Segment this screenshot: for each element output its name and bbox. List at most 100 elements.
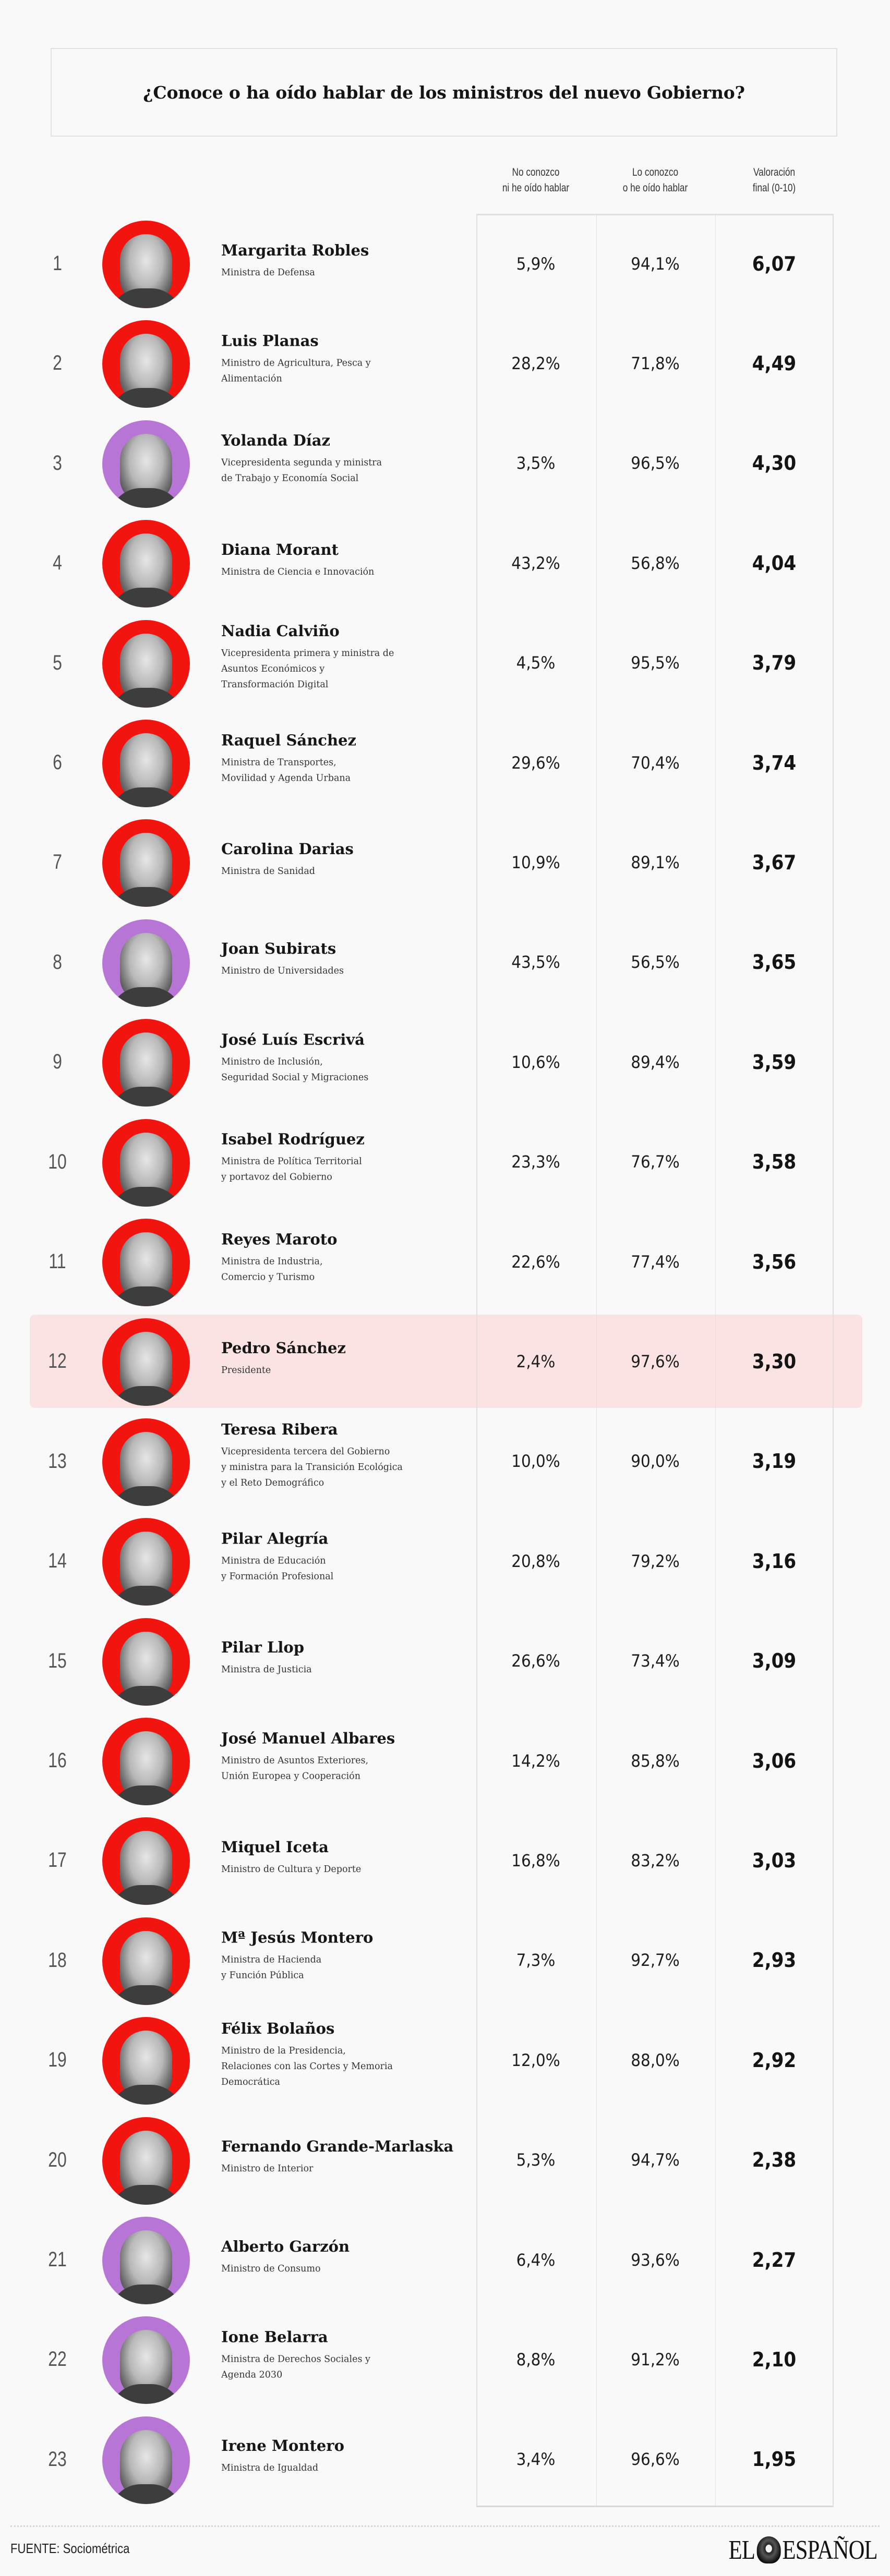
minister-row: 22 Ione Belarra Ministra de Derechos Soc… (0, 2310, 890, 2409)
minister-name: Alberto Garzón (221, 2237, 350, 2255)
known-percent: 91,2% (631, 2349, 680, 2370)
known-percent: 76,7% (631, 1152, 680, 1172)
final-score: 3,65 (752, 951, 797, 974)
minister-name: Carolina Darias (221, 840, 354, 858)
unknown-percent: 23,3% (511, 1152, 560, 1172)
minister-row: 19 Félix Bolaños Ministro de la Presiden… (0, 2010, 890, 2110)
rank-number: 23 (48, 2447, 67, 2471)
portrait-shoulders (110, 987, 183, 1007)
minister-info: Mª Jesús Montero Ministra de Hacienda y … (221, 1911, 472, 2010)
minister-role: Ministra de Ciencia e Innovación (221, 566, 375, 577)
minister-row: 15 Pilar Llop Ministra de Justicia 26,6%… (0, 1611, 890, 1711)
known-percent: 95,5% (631, 653, 680, 673)
column-header-line: o he oído hablar (622, 182, 688, 194)
minister-avatar (102, 1618, 190, 1706)
known-percent: 90,0% (631, 1451, 680, 1472)
lion-emblem-icon (756, 2536, 781, 2563)
minister-avatar (102, 520, 190, 608)
minister-role: Ministro de Universidades (221, 966, 344, 977)
rank-number: 11 (49, 1250, 66, 1273)
rank-number: 16 (48, 1749, 67, 1772)
rank-number: 12 (48, 1350, 67, 1373)
minister-info: Teresa Ribera Vicepresidenta tercera del… (221, 1412, 472, 1511)
minister-name: Fernando Grande-Marlaska (221, 2137, 454, 2156)
minister-name: Luis Planas (221, 332, 319, 350)
column-header-line: Lo conozco (632, 166, 679, 178)
known-percent: 94,1% (631, 253, 680, 274)
minister-avatar (102, 1119, 190, 1207)
minister-role: Ministra de Hacienda y Función Pública (221, 1954, 322, 1981)
minister-avatar (102, 1817, 190, 1905)
rank-number: 22 (48, 2348, 67, 2371)
minister-info: Joan Subirats Ministro de Universidades (221, 913, 472, 1012)
known-percent: 88,0% (631, 2050, 680, 2070)
portrait-shoulders (110, 488, 183, 508)
known-percent: 93,6% (631, 2250, 680, 2270)
minister-name: Irene Montero (221, 2437, 344, 2455)
minister-avatar (102, 1718, 190, 1805)
unknown-percent: 10,6% (511, 1052, 560, 1072)
minister-info: Margarita Robles Ministra de Defensa (221, 214, 472, 313)
el-espanol-logo[interactable]: EL ESPAÑOL (729, 2534, 878, 2566)
unknown-percent: 16,8% (511, 1850, 560, 1870)
minister-info: Félix Bolaños Ministro de la Presidencia… (221, 2010, 472, 2110)
rank-number: 3 (53, 451, 62, 475)
minister-avatar (102, 720, 190, 807)
minister-role: Ministro de Inclusión, Seguridad Social … (221, 1056, 369, 1083)
minister-row: 9 José Luís Escrivá Ministro de Inclusió… (0, 1012, 890, 1112)
minister-avatar (102, 1318, 190, 1406)
logo-text-right: ESPAÑOL (782, 2535, 878, 2565)
unknown-percent: 4,5% (516, 653, 556, 673)
minister-row: 4 Diana Morant Ministra de Ciencia e Inn… (0, 513, 890, 613)
rank-number: 8 (53, 950, 62, 974)
portrait-shoulders (110, 1386, 183, 1406)
final-score: 3,03 (752, 1849, 797, 1872)
minister-row: 8 Joan Subirats Ministro de Universidade… (0, 913, 890, 1012)
minister-info: Isabel Rodríguez Ministra de Política Te… (221, 1112, 472, 1212)
minister-role: Ministra de Transportes, Movilidad y Age… (221, 757, 351, 784)
minister-role: Ministra de Política Territorial y porta… (221, 1156, 362, 1183)
minister-avatar (102, 819, 190, 907)
minister-role: Ministro de Agricultura, Pesca y Aliment… (221, 358, 371, 384)
portrait-shoulders (110, 787, 183, 807)
final-score: 3,59 (752, 1050, 797, 1074)
portrait-shoulders (110, 2085, 183, 2105)
minister-avatar (102, 2017, 190, 2105)
rank-number: 2 (53, 351, 62, 375)
minister-role: Ministra de Educación y Formación Profes… (221, 1556, 334, 1582)
minister-name: Félix Bolaños (221, 2019, 335, 2037)
unknown-percent: 26,6% (511, 1651, 560, 1671)
portrait-shoulders (110, 288, 183, 308)
known-percent: 85,8% (631, 1751, 680, 1771)
final-score: 4,30 (752, 452, 797, 475)
minister-name: Pedro Sánchez (221, 1339, 346, 1357)
portrait-shoulders (110, 1186, 183, 1207)
known-percent: 92,7% (631, 1950, 680, 1971)
rank-number: 17 (48, 1849, 67, 1872)
portrait-shoulders (110, 1486, 183, 1506)
title-box: ¿Conoce o ha oído hablar de los ministro… (51, 48, 837, 137)
minister-info: Irene Montero Ministra de Igualdad (221, 2410, 472, 2509)
minister-name: Margarita Robles (221, 241, 369, 259)
minister-row: 11 Reyes Maroto Ministra de Industria, C… (0, 1212, 890, 1311)
rank-number: 15 (48, 1649, 67, 1672)
minister-info: Luis Planas Ministro de Agricultura, Pes… (221, 313, 472, 413)
portrait-shoulders (110, 1685, 183, 1706)
unknown-percent: 28,2% (511, 353, 560, 373)
portrait-shoulders (110, 2384, 183, 2404)
known-percent: 56,8% (631, 553, 680, 573)
minister-avatar (102, 919, 190, 1007)
rank-number: 18 (48, 1948, 67, 1972)
known-percent: 96,5% (631, 453, 680, 473)
minister-info: José Luís Escrivá Ministro de Inclusión,… (221, 1012, 472, 1112)
final-score: 3,74 (752, 751, 797, 774)
minister-row: 12 Pedro Sánchez Presidente 2,4% 97,6% 3… (0, 1311, 890, 1411)
unknown-percent: 29,6% (511, 752, 560, 773)
minister-role: Vicepresidenta primera y ministra de Asu… (221, 648, 394, 690)
minister-row: 7 Carolina Darias Ministra de Sanidad 10… (0, 812, 890, 912)
known-percent: 79,2% (631, 1551, 680, 1571)
minister-role: Ministro de Cultura y Deporte (221, 1864, 362, 1875)
portrait-shoulders (110, 2484, 183, 2504)
minister-role: Ministra de Industria, Comercio y Turism… (221, 1256, 323, 1283)
minister-info: Pilar Alegría Ministra de Educación y Fo… (221, 1511, 472, 1611)
